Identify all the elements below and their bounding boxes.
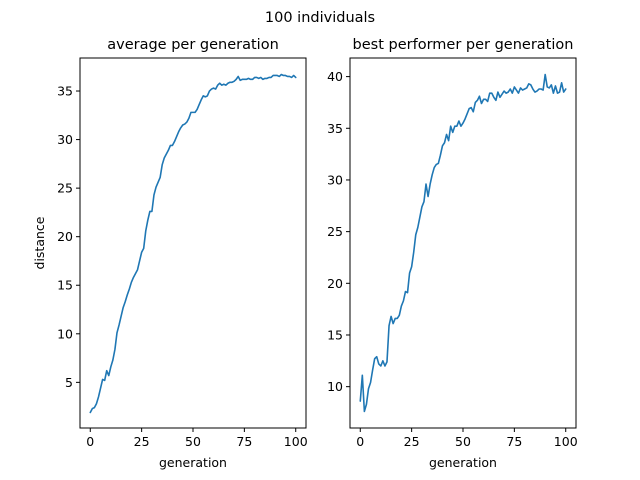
figure-suptitle: 100 individuals — [265, 10, 375, 26]
x-tick-label: 0 — [356, 434, 364, 449]
y-tick-label: 40 — [327, 69, 343, 84]
y-tick-label: 30 — [57, 132, 73, 147]
y-tick-label: 20 — [57, 229, 73, 244]
x-axis-label: generation — [159, 455, 227, 470]
x-tick-label: 75 — [506, 434, 522, 449]
x-tick-label: 50 — [185, 434, 201, 449]
x-tick-label: 100 — [554, 434, 578, 449]
y-tick-label: 35 — [327, 121, 343, 136]
y-tick-label: 20 — [327, 276, 343, 291]
y-tick-label: 15 — [57, 278, 73, 293]
y-tick-label: 30 — [327, 172, 343, 187]
y-axis-label: distance — [32, 216, 47, 269]
x-tick-label: 25 — [134, 434, 150, 449]
y-tick-label: 10 — [327, 379, 343, 394]
chart-average: average per generation generation distan… — [32, 37, 308, 470]
x-tick-label: 25 — [404, 434, 420, 449]
series-line-0 — [359, 73, 567, 413]
x-tick-label: 0 — [86, 434, 94, 449]
series-line-0 — [89, 73, 297, 414]
x-tick-label: 100 — [284, 434, 308, 449]
y-tick-label: 15 — [327, 327, 343, 342]
x-tick-label: 50 — [455, 434, 471, 449]
chart-best-performer: best performer per generation generation… — [327, 37, 578, 470]
y-tick-label: 25 — [327, 224, 343, 239]
y-tick-label: 35 — [57, 84, 73, 99]
y-tick-label: 5 — [65, 375, 73, 390]
plot-frame — [349, 57, 577, 429]
chart-title: average per generation — [107, 37, 279, 53]
chart-title: best performer per generation — [353, 37, 574, 53]
y-tick-label: 25 — [57, 181, 73, 196]
plot-frame — [79, 57, 307, 429]
x-tick-label: 75 — [236, 434, 252, 449]
x-axis-label: generation — [429, 455, 497, 470]
y-tick-label: 10 — [57, 326, 73, 341]
